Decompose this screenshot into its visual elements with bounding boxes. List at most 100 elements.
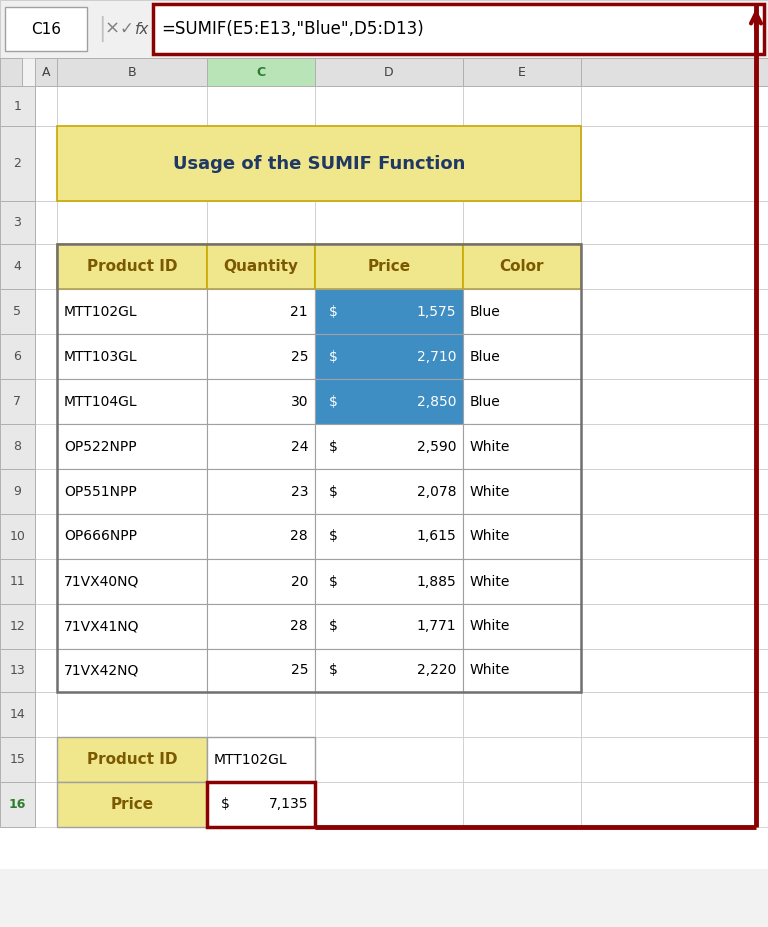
Text: 1,771: 1,771	[416, 619, 456, 633]
Bar	[315, 559, 463, 604]
Bar	[207, 201, 315, 244]
Bar	[463, 334, 581, 379]
Bar	[57, 737, 207, 782]
Bar	[207, 126, 315, 201]
Bar	[207, 424, 315, 469]
Bar	[35, 424, 57, 469]
Bar	[57, 469, 207, 514]
Bar	[463, 201, 581, 244]
Bar	[0, 289, 35, 334]
Text: 14: 14	[10, 708, 25, 721]
Bar	[57, 424, 207, 469]
Bar	[581, 782, 768, 827]
Bar	[315, 514, 463, 559]
Bar	[35, 782, 57, 827]
Bar	[315, 649, 463, 692]
Bar	[35, 692, 57, 737]
Bar	[315, 379, 463, 424]
Text: OP522NPP: OP522NPP	[64, 439, 137, 453]
Text: 2,590: 2,590	[416, 439, 456, 453]
Bar	[57, 782, 207, 827]
Text: E: E	[518, 66, 526, 79]
Bar	[57, 244, 581, 692]
Bar	[207, 334, 315, 379]
Text: 28: 28	[290, 619, 308, 633]
Text: 24: 24	[290, 439, 308, 453]
Text: Color: Color	[500, 259, 545, 274]
Bar	[207, 514, 315, 559]
Text: C: C	[257, 66, 266, 79]
Text: 10: 10	[9, 530, 25, 543]
Bar	[0, 201, 35, 244]
Text: 23: 23	[290, 485, 308, 499]
Text: 12: 12	[10, 620, 25, 633]
Bar	[463, 289, 581, 334]
Bar	[463, 244, 581, 289]
Bar	[315, 782, 463, 827]
Bar	[581, 649, 768, 692]
Text: White: White	[470, 485, 511, 499]
Bar	[207, 649, 315, 692]
Bar	[57, 379, 207, 424]
Text: 1: 1	[14, 99, 22, 112]
Bar	[207, 559, 315, 604]
Bar	[463, 782, 581, 827]
Bar	[207, 86, 315, 126]
Text: White: White	[470, 439, 511, 453]
Bar	[57, 559, 207, 604]
Text: Product ID: Product ID	[87, 752, 177, 767]
Bar	[315, 201, 463, 244]
Text: 13: 13	[10, 664, 25, 677]
Bar	[0, 559, 35, 604]
Text: Price: Price	[367, 259, 411, 274]
Bar	[35, 86, 57, 126]
Bar	[207, 737, 315, 782]
Bar	[315, 58, 463, 86]
Bar	[315, 692, 463, 737]
Text: 30: 30	[290, 395, 308, 409]
Bar	[35, 201, 57, 244]
Text: 20: 20	[290, 575, 308, 589]
Bar	[57, 244, 207, 289]
Bar	[0, 86, 768, 869]
Bar	[0, 334, 35, 379]
Bar	[0, 424, 35, 469]
Bar	[57, 244, 207, 289]
Bar	[57, 289, 207, 334]
Bar	[153, 4, 764, 54]
Text: Quantity: Quantity	[223, 259, 299, 274]
Bar	[57, 126, 207, 201]
Bar	[207, 559, 315, 604]
Bar	[57, 604, 207, 649]
Text: 11: 11	[10, 575, 25, 588]
Bar	[57, 86, 207, 126]
Bar	[0, 782, 35, 827]
Bar	[463, 469, 581, 514]
Text: Blue: Blue	[470, 304, 501, 319]
Text: 28: 28	[290, 529, 308, 543]
Bar	[207, 58, 315, 86]
Bar	[57, 649, 207, 692]
Bar	[463, 692, 581, 737]
Bar	[463, 604, 581, 649]
Bar	[0, 514, 35, 559]
Bar	[57, 126, 581, 201]
Text: 7: 7	[14, 395, 22, 408]
Text: $: $	[329, 529, 338, 543]
Text: 5: 5	[14, 305, 22, 318]
Text: 2,078: 2,078	[416, 485, 456, 499]
Text: fx: fx	[135, 21, 149, 36]
Bar	[463, 424, 581, 469]
Bar	[0, 692, 35, 737]
Text: C16: C16	[31, 21, 61, 36]
Bar	[35, 379, 57, 424]
Bar	[0, 86, 35, 126]
Text: White: White	[470, 529, 511, 543]
Text: B: B	[127, 66, 136, 79]
Text: 2,850: 2,850	[416, 395, 456, 409]
Bar	[57, 334, 207, 379]
Bar	[35, 604, 57, 649]
Bar	[315, 244, 463, 289]
Bar	[207, 604, 315, 649]
Text: $: $	[329, 575, 338, 589]
